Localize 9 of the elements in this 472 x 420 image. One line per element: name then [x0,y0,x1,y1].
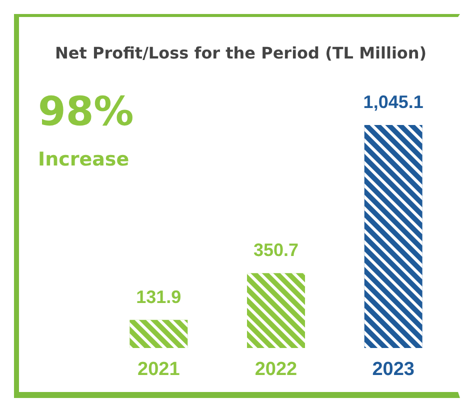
x-tick-label: 2023 [372,359,414,380]
chart-title: Net Profit/Loss for the Period (TL Million) [55,44,427,62]
annotation: 98% [38,89,134,135]
data-label: 131.9 [136,286,182,307]
data-label: 350.7 [253,240,299,260]
x-tick-label: 2021 [138,359,180,380]
annotation: Increase [38,148,130,170]
x-tick-label: 2022 [254,359,298,380]
data-label: 1,045.1 [363,92,424,112]
